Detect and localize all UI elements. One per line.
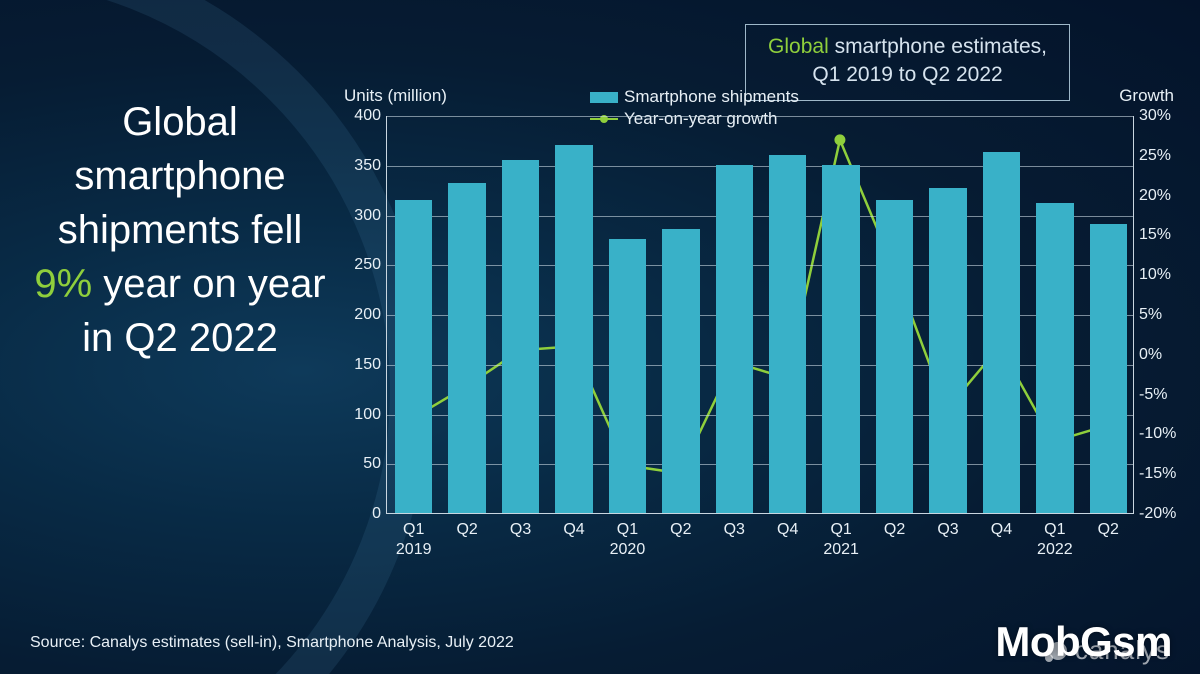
x-tick: Q12019 xyxy=(384,520,444,560)
y-left-tick: 400 xyxy=(341,107,381,125)
y-left-tick: 0 xyxy=(341,505,381,523)
y-right-tick: -10% xyxy=(1139,425,1189,443)
x-tick: Q12020 xyxy=(597,520,657,560)
x-tick: Q4 xyxy=(758,520,818,540)
grid-line xyxy=(387,315,1133,316)
title-line-1: Global smartphone estimates, xyxy=(768,33,1047,61)
grid-line xyxy=(387,116,1133,117)
x-tick: Q2 xyxy=(1078,520,1138,540)
bar xyxy=(662,229,699,513)
source-footnote: Source: Canalys estimates (sell-in), Sma… xyxy=(30,634,514,652)
x-tick: Q3 xyxy=(491,520,551,540)
x-tick: Q12022 xyxy=(1025,520,1085,560)
chart-area: Units (million) Growth Smartphone shipme… xyxy=(340,88,1160,586)
x-tick: Q2 xyxy=(651,520,711,540)
x-tick: Q2 xyxy=(437,520,497,540)
legend-swatch-bar-icon xyxy=(590,92,618,103)
bar xyxy=(876,200,913,513)
bar xyxy=(822,165,859,513)
title-accent: Global xyxy=(768,35,829,58)
y-left-tick: 300 xyxy=(341,207,381,225)
y-right-tick: 30% xyxy=(1139,107,1189,125)
title-line1-post: smartphone estimates, xyxy=(829,35,1047,58)
bar xyxy=(1036,203,1073,513)
y-right-tick: 20% xyxy=(1139,187,1189,205)
bar xyxy=(555,145,592,513)
headline-post: year on year in Q2 2022 xyxy=(82,262,326,360)
bar xyxy=(716,165,753,513)
bar xyxy=(983,152,1020,513)
x-tick: Q3 xyxy=(918,520,978,540)
y-left-tick: 200 xyxy=(341,306,381,324)
grid-line xyxy=(387,365,1133,366)
x-tick: Q4 xyxy=(971,520,1031,540)
grid-line xyxy=(387,464,1133,465)
bar xyxy=(395,200,432,513)
y-right-tick: 25% xyxy=(1139,147,1189,165)
y-left-tick: 250 xyxy=(341,256,381,274)
y-right-tick: 10% xyxy=(1139,266,1189,284)
y-left-tick: 150 xyxy=(341,356,381,374)
y-right-tick: -5% xyxy=(1139,386,1189,404)
legend-label-bars: Smartphone shipments xyxy=(624,87,799,107)
grid-line xyxy=(387,265,1133,266)
bar xyxy=(929,188,966,513)
y-left-tick: 100 xyxy=(341,406,381,424)
bar xyxy=(609,239,646,513)
y-left-tick: 350 xyxy=(341,157,381,175)
y-right-tick: 15% xyxy=(1139,226,1189,244)
grid-line xyxy=(387,166,1133,167)
y-right-tick: 0% xyxy=(1139,346,1189,364)
growth-marker xyxy=(835,135,845,145)
y-left-axis-label: Units (million) xyxy=(344,86,447,106)
plot-region: 050100150200250300350400-20%-15%-10%-5%0… xyxy=(386,116,1134,514)
x-tick: Q4 xyxy=(544,520,604,540)
slide-root: Global smartphone shipments fell 9% year… xyxy=(0,0,1200,674)
grid-line xyxy=(387,415,1133,416)
title-line-2: Q1 2019 to Q2 2022 xyxy=(768,61,1047,89)
y-left-tick: 50 xyxy=(341,455,381,473)
bar xyxy=(769,155,806,513)
x-tick: Q12021 xyxy=(811,520,871,560)
x-tick: Q2 xyxy=(865,520,925,540)
y-right-axis-label: Growth xyxy=(1119,86,1174,106)
y-right-tick: -20% xyxy=(1139,505,1189,523)
bar xyxy=(448,183,485,513)
x-tick: Q3 xyxy=(704,520,764,540)
legend-row-bars: Smartphone shipments xyxy=(590,86,799,108)
y-right-tick: -15% xyxy=(1139,465,1189,483)
bar xyxy=(1090,224,1127,513)
bar xyxy=(502,160,539,513)
headline-accent: 9% xyxy=(34,262,92,306)
watermark-text: MobGsm xyxy=(995,618,1172,666)
grid-line xyxy=(387,216,1133,217)
headline-pre: Global smartphone shipments fell xyxy=(58,100,303,252)
headline-text: Global smartphone shipments fell 9% year… xyxy=(30,95,330,365)
y-right-tick: 5% xyxy=(1139,306,1189,324)
